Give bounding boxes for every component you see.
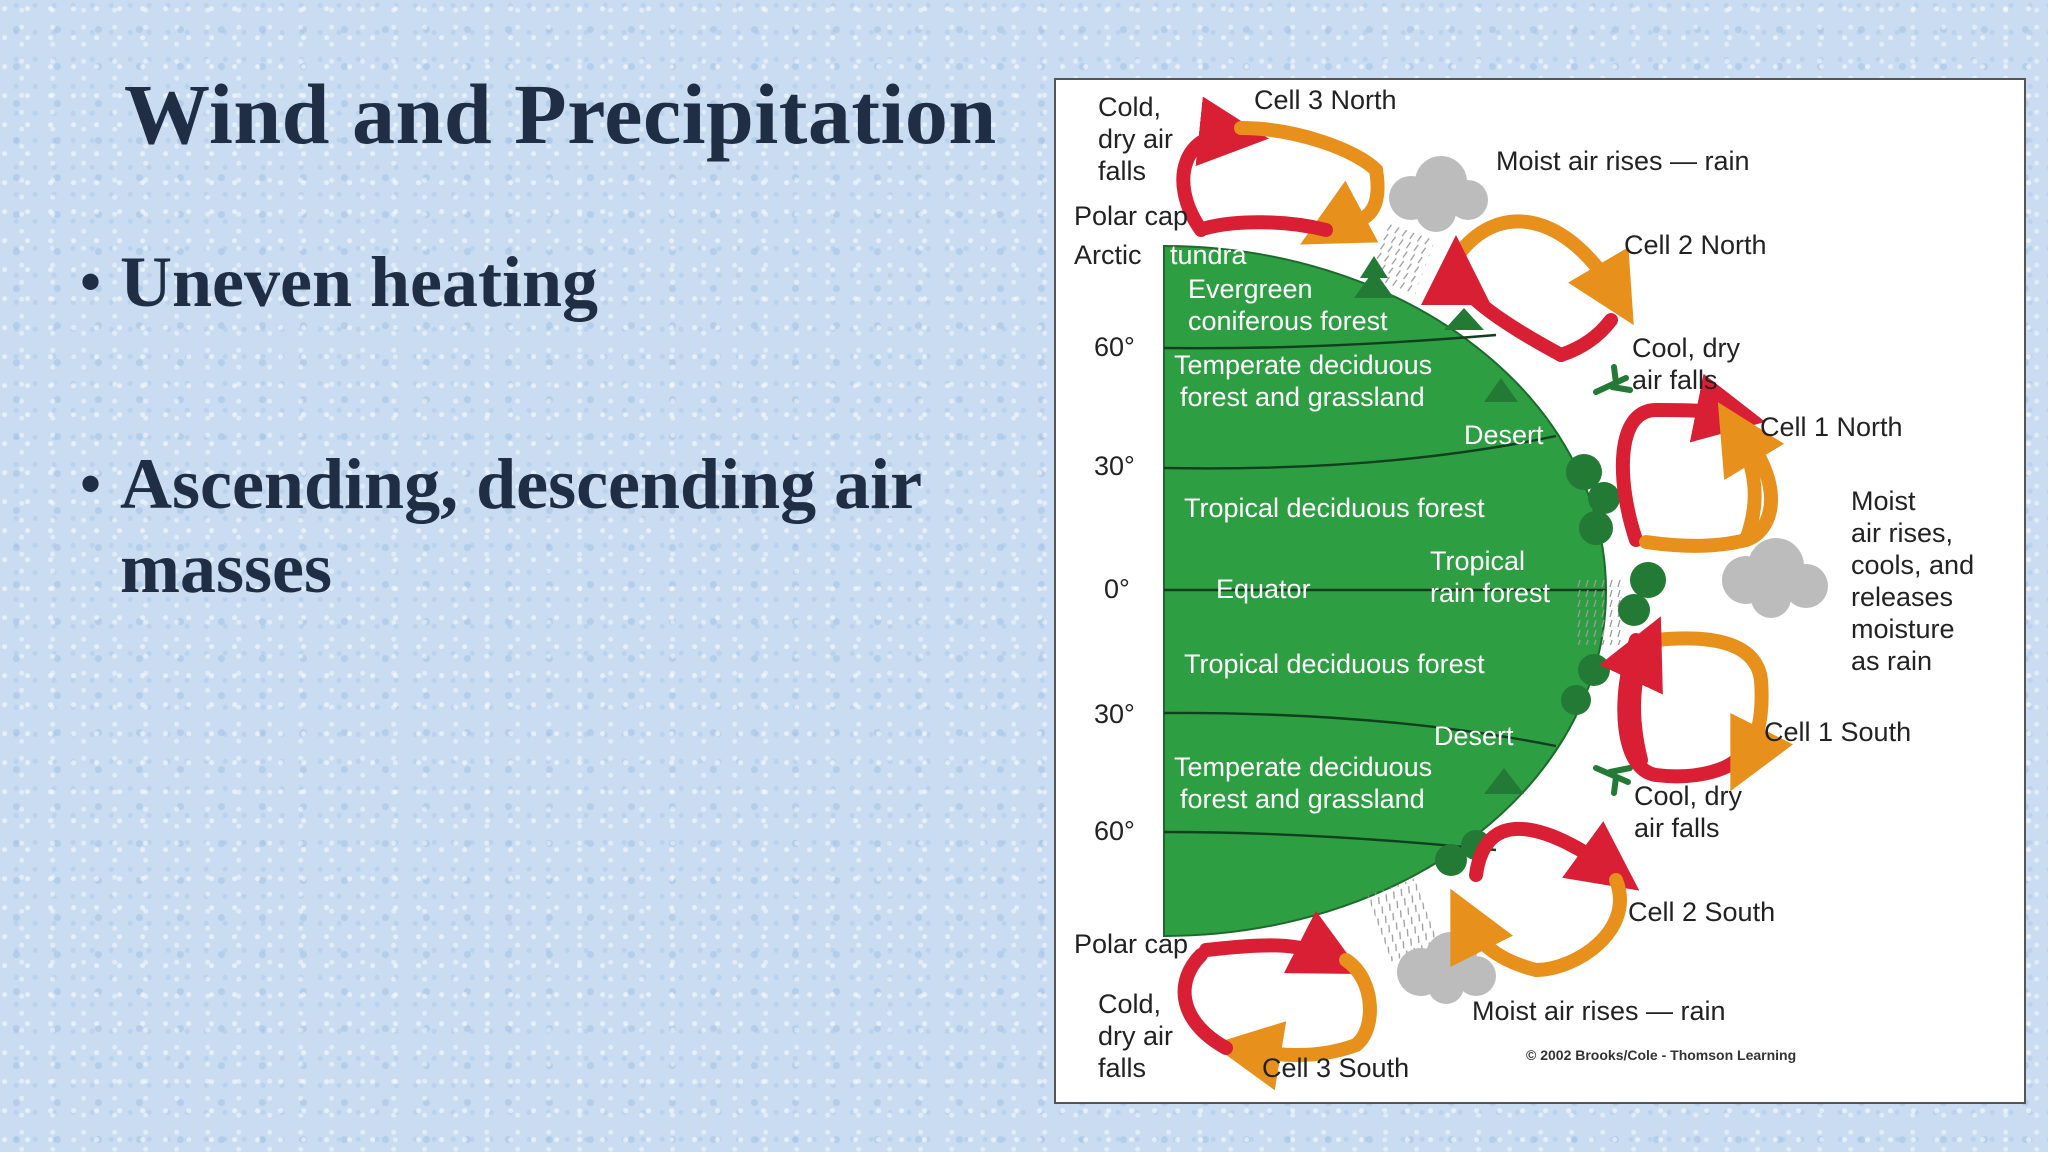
label-moist-eq: releases: [1851, 582, 1953, 612]
rain-streaks: [1367, 223, 1621, 962]
label-rainforest: Tropical: [1430, 546, 1525, 576]
label-moist-eq: as rain: [1851, 646, 1932, 676]
label-lat-60-n: 60°: [1094, 332, 1135, 362]
label-moist-rain-bottom: Moist air rises — rain: [1472, 996, 1726, 1026]
label-cold-dry-bottom: falls: [1098, 1053, 1146, 1083]
label-tropical-dec-s: Tropical deciduous forest: [1184, 649, 1485, 679]
label-temperate-n: forest and grassland: [1180, 382, 1425, 412]
label-cold-dry-top: dry air: [1098, 124, 1173, 154]
label-temperate-n: Temperate deciduous: [1174, 350, 1432, 380]
label-cool-dry-s: air falls: [1634, 813, 1720, 843]
label-desert-s: Desert: [1434, 721, 1514, 751]
label-cold-dry-top: Cold,: [1098, 92, 1161, 122]
bullet-text: Ascending, descending air masses: [120, 444, 921, 608]
label-moist-eq: air rises,: [1851, 518, 1953, 548]
label-cool-dry-n: air falls: [1632, 365, 1718, 395]
latitude-lines: [1163, 333, 1606, 852]
label-cold-dry-bottom: dry air: [1098, 1021, 1173, 1051]
label-evergreen: coniferous forest: [1188, 306, 1388, 336]
label-cell2-north: Cell 2 North: [1624, 230, 1767, 260]
label-lat-60-s: 60°: [1094, 816, 1135, 846]
bullet-list: • Uneven heating • Ascending, descending…: [80, 240, 980, 610]
label-cool-dry-n: Cool, dry: [1632, 333, 1741, 363]
bullet-item: • Uneven heating: [80, 240, 980, 324]
label-cell2-south: Cell 2 South: [1628, 897, 1775, 927]
label-lat-30-s: 30°: [1094, 699, 1135, 729]
label-cell1-north: Cell 1 North: [1760, 412, 1903, 442]
label-moist-eq: cools, and: [1851, 550, 1974, 580]
label-desert-n: Desert: [1464, 420, 1544, 450]
label-temperate-s: forest and grassland: [1180, 784, 1425, 814]
label-rainforest: rain forest: [1430, 578, 1551, 608]
label-polar-cap-top: Polar cap: [1074, 201, 1188, 231]
cactus-icon: [1593, 364, 1633, 796]
bullet-dot: •: [80, 451, 102, 517]
circulation-arrows: [1176, 96, 1793, 1091]
bullet-dot: •: [80, 249, 102, 315]
label-lat-30-n: 30°: [1094, 451, 1135, 481]
label-cell3-south: Cell 3 South: [1262, 1053, 1409, 1083]
label-tropical-dec-n: Tropical deciduous forest: [1184, 493, 1485, 523]
label-moist-eq: moisture: [1851, 614, 1955, 644]
cloud-icon: [1389, 156, 1488, 232]
label-moist-rain-top: Moist air rises — rain: [1496, 146, 1750, 176]
bullet-item: • Ascending, descending air masses: [80, 442, 980, 610]
label-arctic: Arctic: [1074, 240, 1142, 270]
label-cell3-north: Cell 3 North: [1254, 85, 1397, 115]
label-cold-dry-bottom: Cold,: [1098, 989, 1161, 1019]
label-evergreen: Evergreen: [1188, 274, 1313, 304]
label-moist-eq: Moist: [1851, 486, 1916, 516]
atmospheric-circulation-diagram: Cell 3 North Cold, dry air falls Moist a…: [1054, 78, 2026, 1104]
label-polar-cap-bottom: Polar cap: [1074, 929, 1188, 959]
diagram-canvas: Cell 3 North Cold, dry air falls Moist a…: [1074, 85, 1974, 1091]
cloud-icon: [1722, 538, 1828, 618]
label-lat-0: 0°: [1104, 574, 1130, 604]
label-temperate-s: Temperate deciduous: [1174, 752, 1432, 782]
label-cool-dry-s: Cool, dry: [1634, 781, 1743, 811]
slide-title: Wind and Precipitation: [124, 66, 997, 162]
copyright-note: © 2002 Brooks/Cole - Thomson Learning: [1526, 1047, 1796, 1063]
label-cell1-south: Cell 1 South: [1764, 717, 1911, 747]
label-cold-dry-top: falls: [1098, 156, 1146, 186]
label-tundra: tundra: [1170, 240, 1248, 270]
bullet-text: Uneven heating: [120, 242, 599, 322]
label-equator: Equator: [1216, 574, 1311, 604]
